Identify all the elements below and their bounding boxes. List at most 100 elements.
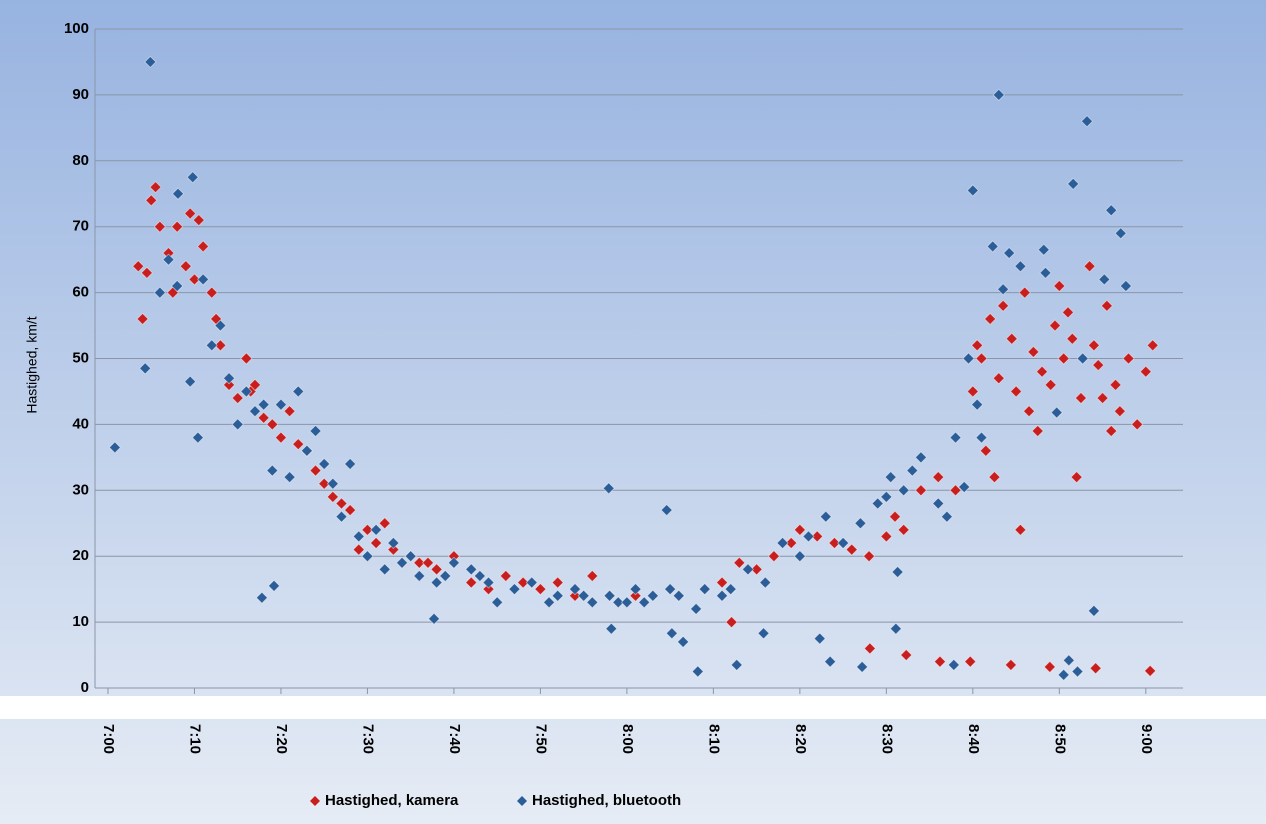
point (914, 484, 928, 497)
point (605, 622, 618, 635)
point (889, 622, 902, 635)
point (465, 563, 478, 576)
point (145, 194, 158, 207)
point (612, 596, 625, 609)
point (421, 556, 435, 569)
point (1087, 604, 1100, 617)
point (352, 543, 365, 556)
point (932, 471, 945, 484)
point (568, 589, 582, 602)
point (1092, 359, 1105, 372)
point (1067, 177, 1080, 190)
point (144, 55, 157, 69)
point (880, 530, 893, 543)
point (439, 569, 452, 583)
point (828, 536, 841, 550)
point (1146, 339, 1159, 352)
point (677, 635, 690, 648)
point (1076, 352, 1089, 365)
point (871, 497, 884, 510)
point (222, 378, 236, 391)
y-tick-label: 50 (72, 349, 89, 366)
x-tick-label: 9:00 (1138, 724, 1155, 754)
point (404, 550, 417, 563)
point (1057, 668, 1070, 681)
point (1131, 418, 1144, 431)
point (690, 602, 703, 615)
point (1074, 391, 1088, 405)
point (153, 286, 166, 299)
point (698, 583, 711, 596)
legend-label: Hastighed, kamera (325, 792, 459, 809)
x-tick-label: 7:50 (532, 724, 549, 754)
point (1119, 279, 1132, 293)
point (811, 530, 824, 543)
point (266, 464, 279, 477)
point (326, 477, 339, 490)
y-tick-label: 10 (72, 613, 89, 630)
point (214, 339, 227, 352)
point (586, 569, 599, 583)
point (108, 441, 121, 454)
point (824, 655, 837, 668)
point (1080, 115, 1094, 128)
point (162, 253, 175, 266)
point (427, 612, 441, 625)
point (813, 632, 826, 645)
point (534, 583, 547, 596)
point (646, 589, 659, 602)
point (551, 576, 564, 589)
point (757, 627, 770, 640)
point (971, 339, 984, 352)
y-tick-label: 60 (72, 284, 89, 301)
x-tick-label: 8:20 (792, 724, 809, 754)
point (1022, 405, 1036, 418)
point (222, 372, 236, 385)
point (1071, 665, 1084, 678)
point (318, 457, 331, 471)
x-tick-label: 7:10 (186, 724, 203, 754)
legend-marker (310, 796, 320, 806)
point (577, 589, 590, 602)
y-tick-label: 30 (72, 481, 89, 498)
point (542, 596, 556, 609)
point (352, 530, 365, 543)
point (1039, 266, 1052, 279)
point (1083, 260, 1096, 273)
y-axis-label: Hastighed, km/t (24, 316, 40, 413)
point (897, 523, 910, 536)
point (413, 569, 426, 583)
point (508, 583, 521, 596)
point (776, 536, 789, 550)
point (900, 648, 913, 662)
point (171, 187, 185, 200)
point (205, 339, 218, 352)
point (140, 266, 153, 279)
point (192, 214, 205, 227)
point (1096, 391, 1109, 405)
point (205, 286, 218, 299)
point (629, 583, 642, 596)
x-tick-label: 8:50 (1051, 724, 1068, 754)
point (891, 565, 904, 579)
point (309, 424, 322, 438)
y-tick-label: 80 (72, 152, 89, 169)
x-tick-label: 7:00 (100, 724, 117, 754)
point (1066, 332, 1079, 345)
point (933, 655, 947, 668)
point (473, 569, 486, 583)
point (465, 576, 478, 589)
point (326, 490, 339, 503)
point (274, 431, 288, 444)
point (292, 385, 305, 398)
point (1005, 332, 1018, 345)
point (966, 385, 979, 398)
point (1050, 406, 1063, 419)
point (344, 457, 357, 471)
x-tick-label: 7:20 (273, 724, 290, 754)
point (1003, 246, 1016, 260)
x-tick-label: 7:40 (446, 724, 463, 754)
point (361, 523, 374, 536)
point (856, 660, 869, 673)
point (482, 583, 495, 596)
